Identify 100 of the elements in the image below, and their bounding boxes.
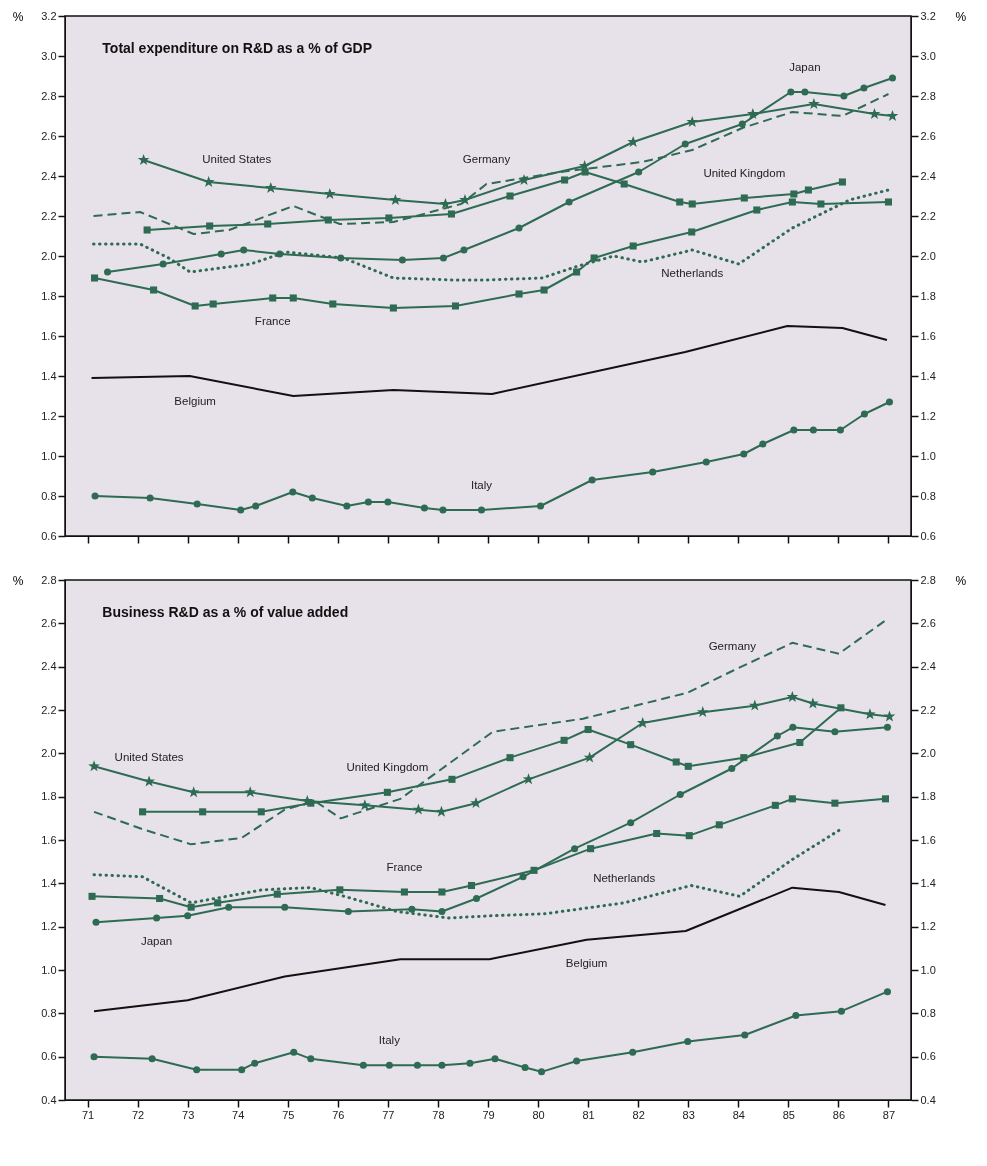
point	[688, 228, 696, 236]
point	[738, 120, 746, 128]
point	[702, 458, 710, 466]
point	[837, 1007, 845, 1015]
point	[193, 500, 201, 508]
y2-tick-label: 2.4	[920, 169, 936, 182]
y-tick-label: 1.6	[41, 329, 57, 342]
x-tick-label: 72	[131, 1108, 145, 1121]
point	[413, 1061, 421, 1069]
y2-tick-label: 2.0	[920, 746, 936, 759]
y-tick-label: 0.6	[41, 529, 57, 542]
point	[540, 286, 548, 294]
y2-tick-label: 1.4	[920, 369, 936, 382]
y2-tick-label: 3.0	[920, 49, 936, 62]
y2-tick-label: 2.8	[920, 573, 936, 586]
x-tick-label: 71	[81, 1108, 95, 1121]
point	[860, 84, 868, 92]
point	[438, 907, 446, 916]
x-tick-label: 80	[532, 1108, 545, 1121]
y-tick-label: 1.2	[41, 409, 57, 422]
y-tick-label: 0.8	[41, 1006, 57, 1019]
y2-tick-label: 1.2	[920, 920, 936, 933]
point	[884, 198, 893, 206]
point	[748, 699, 761, 711]
point	[787, 88, 795, 96]
y2-tick-label: 1.0	[920, 963, 936, 976]
point	[571, 845, 579, 853]
point	[264, 181, 277, 193]
point	[323, 187, 336, 199]
annotation: Germany	[462, 153, 511, 165]
point	[696, 706, 709, 718]
point	[672, 758, 680, 766]
point	[244, 786, 257, 798]
point	[808, 97, 820, 109]
point	[491, 1055, 499, 1063]
point	[389, 193, 402, 205]
annotation: United Kingdom	[346, 761, 429, 774]
point	[506, 192, 514, 200]
y-tick-label: 2.0	[41, 249, 57, 262]
point	[715, 821, 723, 829]
y-tick-label: 3.2	[41, 9, 57, 22]
point	[886, 109, 899, 121]
y2-tick-label: 2.4	[920, 660, 936, 673]
y-tick-label: 1.4	[41, 876, 57, 889]
point	[470, 797, 482, 809]
point	[538, 1068, 546, 1076]
point	[581, 168, 589, 176]
y-tick-label: 0.4	[41, 1093, 57, 1106]
point	[308, 494, 316, 502]
annotation: France	[254, 315, 291, 327]
point	[191, 302, 199, 310]
text: Business R&D as a % of value added	[102, 604, 349, 620]
point	[881, 795, 889, 803]
point	[629, 1048, 637, 1056]
text: Total expenditure on R&D as a % of GDP	[102, 40, 372, 56]
y2-tick-label: 1.6	[920, 329, 936, 342]
point	[685, 832, 693, 840]
point	[653, 829, 661, 838]
y-tick-label: 1.6	[41, 833, 57, 846]
y2-tick-label: 2.6	[920, 129, 936, 142]
point	[635, 168, 643, 176]
point	[343, 502, 351, 510]
x-tick-label: 74	[232, 1108, 245, 1121]
y2-tick-label: 0.4	[920, 1093, 936, 1106]
y2-tick-label: 0.6	[920, 529, 936, 542]
point	[91, 492, 99, 500]
annotation: Italy	[470, 479, 493, 491]
y-tick-label: 2.2	[41, 209, 57, 222]
point	[187, 903, 195, 911]
point	[344, 907, 352, 916]
annotation: France	[386, 861, 423, 873]
point	[438, 1061, 446, 1069]
point	[565, 198, 573, 206]
y2-axis-title: %	[955, 9, 967, 24]
point	[139, 808, 147, 816]
point	[636, 716, 649, 728]
point	[146, 494, 154, 502]
y-tick-label: 2.8	[41, 89, 57, 102]
y2-tick-label: 2.6	[920, 616, 936, 629]
point	[466, 1059, 474, 1067]
point	[573, 268, 581, 276]
y-tick-label: 2.8	[41, 573, 57, 586]
point	[364, 498, 372, 506]
y-tick-label: 2.4	[41, 660, 57, 673]
annotation: Japan	[140, 935, 173, 947]
annotation: Germany	[708, 640, 757, 652]
point	[359, 799, 371, 811]
point	[104, 268, 112, 276]
point	[590, 254, 598, 262]
y2-tick-label: 0.8	[920, 489, 936, 502]
line-series	[93, 886, 887, 1013]
annotation: United States	[202, 153, 272, 165]
point	[868, 107, 881, 119]
point	[885, 398, 894, 406]
point	[159, 260, 167, 268]
point	[521, 1063, 529, 1072]
point	[290, 1048, 298, 1056]
point	[809, 426, 817, 434]
point	[584, 725, 592, 734]
point	[788, 795, 796, 803]
